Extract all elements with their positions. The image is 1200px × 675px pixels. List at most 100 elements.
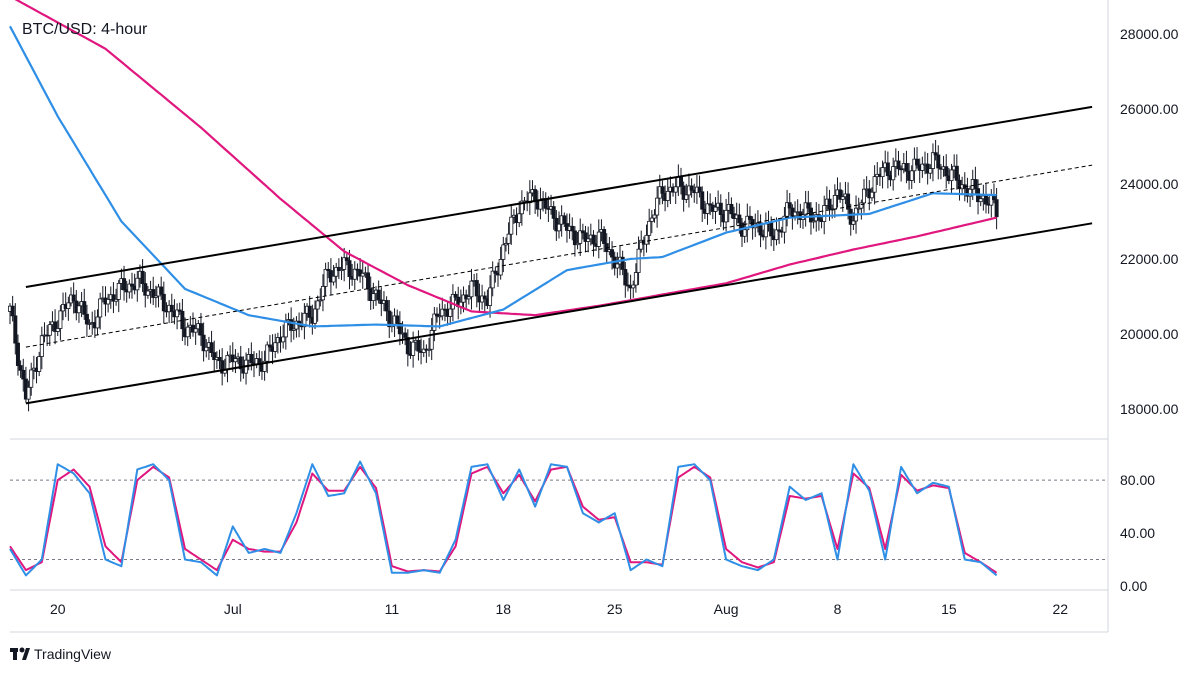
candle: [448, 296, 453, 325]
candle: [135, 271, 140, 302]
candle: [509, 205, 514, 245]
candle: [265, 341, 270, 374]
candle: [631, 280, 636, 298]
price-tick-label: 28000.00: [1120, 26, 1179, 42]
candle: [336, 258, 341, 280]
oscillator-tick-label: 80.00: [1120, 472, 1155, 488]
price-axis: 28000.00 26000.00 24000.00 22000.00 20000.00…: [1120, 26, 1179, 417]
channel-mid-line: [25, 164, 1093, 348]
candle: [490, 261, 495, 297]
candle: [405, 329, 410, 367]
candle: [281, 324, 286, 349]
candle: [954, 154, 959, 190]
candle: [503, 237, 508, 252]
stochastic-k-line: [9, 460, 998, 577]
candle: [47, 321, 52, 347]
candle: [880, 160, 885, 189]
candle: [204, 339, 209, 358]
candle: [140, 259, 145, 293]
oscillator-axis: 80.00 40.00 0.00: [1120, 472, 1155, 594]
candle: [575, 231, 580, 250]
candle: [185, 322, 190, 347]
candle: [220, 348, 225, 386]
candle: [713, 197, 718, 224]
candle: [175, 303, 180, 330]
candle: [37, 351, 42, 377]
candle: [26, 380, 31, 412]
candlestick-series: [7, 139, 999, 412]
candle: [787, 192, 792, 216]
time-axis: 20 Jul 11 18 25 Aug 8 15 22: [50, 601, 1068, 617]
stochastic-d-line: [9, 465, 998, 574]
candle: [729, 197, 734, 219]
candle: [994, 188, 999, 230]
candle: [700, 186, 705, 222]
slow-moving-average-line: [14, 0, 997, 317]
candle: [570, 217, 575, 241]
candle: [562, 212, 567, 227]
candle: [111, 282, 116, 314]
candle: [145, 285, 150, 299]
candle: [806, 190, 811, 213]
candle: [782, 206, 787, 244]
candle: [506, 222, 511, 255]
fast-moving-average-line: [9, 25, 997, 328]
candle: [114, 288, 119, 306]
candle: [334, 262, 339, 289]
candle: [551, 201, 556, 230]
candle: [84, 304, 89, 337]
candle: [862, 179, 867, 213]
candle: [18, 360, 23, 378]
candle: [331, 265, 336, 286]
channel-lower-line: [25, 222, 1093, 405]
time-tick-label: 15: [941, 601, 957, 617]
candle: [238, 345, 243, 382]
candle: [615, 252, 620, 279]
candle: [180, 299, 185, 342]
candle: [262, 350, 267, 381]
candle: [689, 178, 694, 198]
candle: [684, 183, 689, 204]
candle: [758, 214, 763, 248]
candle: [636, 236, 641, 286]
candle: [339, 256, 344, 280]
candle: [572, 226, 577, 257]
ascending-channel: [25, 105, 1093, 405]
candle: [896, 150, 901, 176]
candle: [153, 285, 158, 308]
candle: [899, 165, 904, 182]
candle: [66, 296, 71, 321]
price-tick-label: 18000.00: [1120, 401, 1179, 417]
candle: [583, 225, 588, 253]
candle: [673, 177, 678, 205]
candle: [403, 327, 408, 346]
candle: [315, 295, 320, 322]
time-tick-label: Jul: [224, 601, 242, 617]
time-tick-label: 20: [50, 601, 66, 617]
candle: [885, 151, 890, 189]
tradingview-logo[interactable]: TradingView: [10, 646, 112, 662]
candle: [644, 224, 649, 253]
candle: [127, 279, 132, 299]
candle: [289, 307, 294, 343]
candle: [437, 303, 442, 329]
candle: [217, 349, 222, 370]
candle: [15, 334, 20, 376]
candle: [21, 358, 26, 392]
candle: [360, 261, 365, 289]
candle: [838, 182, 843, 203]
candle: [968, 185, 973, 208]
candle: [652, 209, 657, 223]
chart-title: BTC/USD: 4-hour: [22, 21, 148, 38]
candle: [432, 306, 437, 342]
candle: [578, 218, 583, 257]
candle: [519, 190, 524, 226]
candle: [302, 303, 307, 340]
candle: [808, 202, 813, 235]
candle: [347, 249, 352, 290]
candle: [55, 320, 60, 337]
candle: [10, 295, 15, 322]
channel-upper-line: [25, 105, 1093, 288]
candle: [846, 182, 851, 220]
